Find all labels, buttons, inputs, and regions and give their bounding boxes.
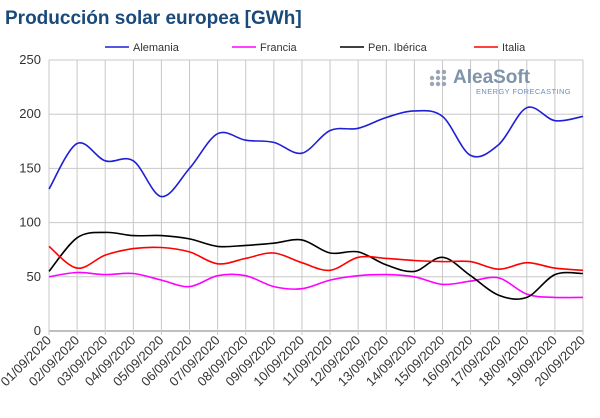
logo-dot — [429, 75, 435, 81]
y-tick-label: 100 — [19, 215, 41, 230]
logo-dot — [435, 75, 441, 81]
y-tick-label: 50 — [27, 269, 41, 284]
series-line-francia — [48, 271, 584, 299]
logo-dot — [441, 69, 447, 75]
logo-dot — [435, 69, 441, 75]
legend: Alemania Francia Pen. Ibérica Italia — [105, 42, 526, 54]
series-line-pen-ib-rica — [48, 231, 584, 300]
series-line-alemania — [48, 106, 584, 198]
chart-title: Producción solar europea [GWh] — [5, 8, 302, 29]
y-tick-labels: 0 50 100 150 200 250 — [19, 52, 41, 338]
y-tick-label: 250 — [19, 52, 41, 67]
x-tick-labels: 01/09/202002/09/202003/09/202004/09/2020… — [0, 333, 588, 390]
logo-dot — [441, 75, 447, 81]
logo-dot — [435, 81, 441, 87]
y-tick-label: 200 — [19, 106, 41, 121]
legend-label-francia: Francia — [260, 42, 298, 54]
aleasoft-logo: AleaSoft ENERGY FORECASTING — [429, 67, 571, 96]
legend-label-italia: Italia — [502, 42, 526, 54]
legend-label-pen-ib-rica: Pen. Ibérica — [368, 42, 428, 54]
legend-label-alemania: Alemania — [133, 42, 180, 54]
logo-tagline: ENERGY FORECASTING — [476, 87, 571, 96]
y-tick-label: 0 — [34, 323, 41, 338]
series-layer — [48, 106, 584, 300]
dot-grid-icon — [429, 69, 447, 87]
logo-dot — [441, 81, 447, 87]
logo-dot — [429, 81, 435, 87]
logo-name: AleaSoft — [453, 67, 531, 88]
y-tick-label: 150 — [19, 160, 41, 175]
grid-layer — [48, 59, 584, 335]
series-line-italia — [48, 245, 584, 272]
